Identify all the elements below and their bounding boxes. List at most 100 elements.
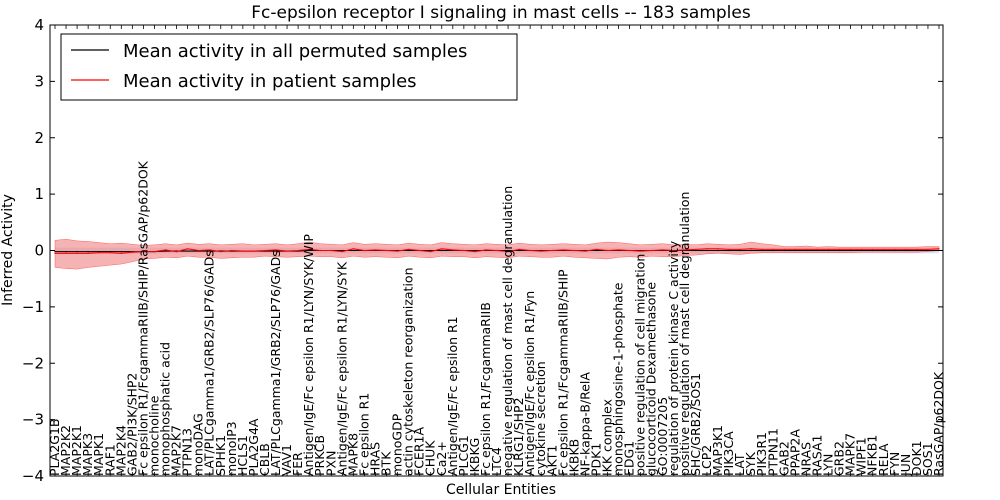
x-category-label: Fc epsilon R1/FcgammaRIIB/SHIP	[555, 269, 570, 476]
series-lines	[54, 248, 940, 254]
point-series-1-50	[606, 249, 609, 252]
point-series-0-4	[98, 251, 100, 253]
point-series-1-60	[717, 248, 719, 250]
point-series-1-47	[573, 249, 575, 252]
x-category-label: monophosphatic acid	[158, 342, 173, 476]
point-series-1-64	[761, 248, 763, 250]
y-tick-label: −3	[22, 411, 44, 429]
x-category-labels: PLA2G1BMAP2K2MAP2K1MAPK3MAPK1RAF1MAP2K4G…	[47, 160, 946, 477]
y-tick-label: −2	[22, 354, 44, 372]
x-category-label: monoIP3	[224, 421, 239, 476]
x-category-label: PTPN11	[765, 428, 780, 476]
point-series-1-5	[109, 252, 111, 254]
point-series-1-42	[518, 248, 520, 250]
x-category-label: FYN	[887, 452, 902, 476]
point-series-1-25	[330, 249, 332, 252]
chart-title: Fc-epsilon receptor I signaling in mast …	[251, 3, 751, 23]
point-series-1-29	[374, 249, 377, 251]
x-category-label: cytokine secretion	[533, 361, 548, 476]
point-series-0-3	[87, 251, 89, 253]
point-series-1-76	[894, 248, 896, 250]
x-category-label: monosphingosine-1-phosphate	[611, 282, 626, 476]
x-category-label: MAPK8	[345, 433, 360, 476]
x-category-label: negative regulation of mast cell degranu…	[500, 186, 515, 476]
point-series-1-43	[529, 249, 531, 252]
x-category-label: MAPK7	[843, 433, 858, 476]
x-category-label: positive regulation of cell migration	[633, 254, 648, 476]
x-category-label: LCP2	[699, 445, 714, 476]
point-series-1-38	[474, 251, 476, 253]
x-category-label: GAB2	[776, 441, 791, 476]
point-series-1-23	[308, 248, 310, 250]
point-series-1-3	[87, 252, 89, 254]
point-series-1-46	[562, 249, 564, 251]
point-series-1-17	[242, 250, 244, 252]
x-category-label: VAV1	[279, 444, 294, 476]
x-category-label: FCER1A	[412, 427, 427, 476]
point-series-0-66	[783, 249, 785, 252]
point-series-1-44	[540, 250, 542, 252]
y-tick-label: 2	[34, 129, 44, 147]
point-series-1-63	[750, 248, 752, 250]
point-series-0-26	[341, 249, 343, 252]
x-category-label: monocholine	[146, 395, 161, 476]
point-series-1-21	[286, 250, 288, 252]
x-category-label: LAT	[732, 453, 747, 476]
y-tick-label: 4	[34, 16, 44, 34]
x-category-label: CBLB	[257, 443, 272, 476]
point-series-0-64	[761, 249, 763, 252]
point-series-1-16	[231, 249, 233, 252]
point-series-1-39	[485, 249, 487, 251]
point-series-0-10	[164, 250, 167, 252]
point-series-0-74	[872, 249, 874, 252]
point-series-0-61	[728, 249, 730, 252]
point-series-1-67	[794, 248, 796, 250]
point-series-0-12	[187, 250, 189, 252]
point-series-1-53	[640, 250, 642, 252]
x-category-label: HRAS	[367, 442, 382, 476]
point-series-1-20	[275, 249, 277, 251]
point-series-0-49	[595, 249, 598, 252]
point-series-1-18	[253, 250, 255, 252]
x-category-label: KLRG1/SHP2	[511, 397, 526, 476]
point-series-1-35	[441, 248, 443, 250]
point-series-0-67	[794, 249, 796, 252]
point-series-0-41	[507, 249, 509, 252]
x-category-label: GO:0007205	[655, 397, 670, 476]
x-category-label: Fc epsilon R1/FcgammaRIIB/SHIP/RasGAP/p6…	[135, 160, 150, 476]
x-category-label: PLA2G4A	[246, 418, 261, 476]
point-series-1-49	[595, 248, 598, 250]
x-category-label: SOS1	[920, 442, 935, 476]
point-series-0-23	[308, 249, 310, 252]
point-series-1-19	[264, 249, 266, 252]
x-category-label: MAP2K4	[113, 425, 128, 476]
point-series-1-9	[153, 251, 156, 253]
x-category-label: NFKB1	[865, 435, 880, 476]
point-series-0-65	[772, 249, 774, 252]
point-series-0-70	[827, 249, 830, 252]
x-category-label: Antigen/IgE/Fc epsilon R1/LYN/SYK	[334, 261, 349, 476]
point-series-1-22	[297, 249, 299, 252]
point-series-0-72	[850, 249, 852, 252]
y-tick-label: 3	[34, 72, 44, 90]
x-category-label: PRKCB	[312, 435, 327, 476]
point-series-1-33	[419, 249, 421, 252]
x-category-label: PLCG1	[456, 435, 471, 476]
point-series-1-2	[76, 252, 78, 254]
x-category-label: AKT1	[544, 445, 559, 476]
x-category-label: PPAP2A	[787, 429, 802, 476]
legend: Mean activity in all permuted samples Me…	[60, 33, 518, 101]
point-series-1-75	[883, 248, 885, 250]
point-series-0-78	[916, 249, 918, 252]
point-series-1-65	[772, 248, 774, 250]
x-category-label: Fc epsilon R1	[356, 393, 371, 476]
point-series-0-32	[408, 249, 410, 252]
x-category-label: PIK3CA	[721, 431, 736, 476]
x-category-label: CHUK	[423, 440, 438, 476]
point-series-1-32	[408, 248, 410, 250]
x-category-label: MAP3K1	[710, 425, 725, 476]
x-category-label: HCLS1	[235, 435, 250, 476]
point-series-1-8	[142, 251, 144, 253]
point-series-0-27	[352, 249, 354, 252]
x-category-label: monoDAG	[191, 413, 206, 476]
